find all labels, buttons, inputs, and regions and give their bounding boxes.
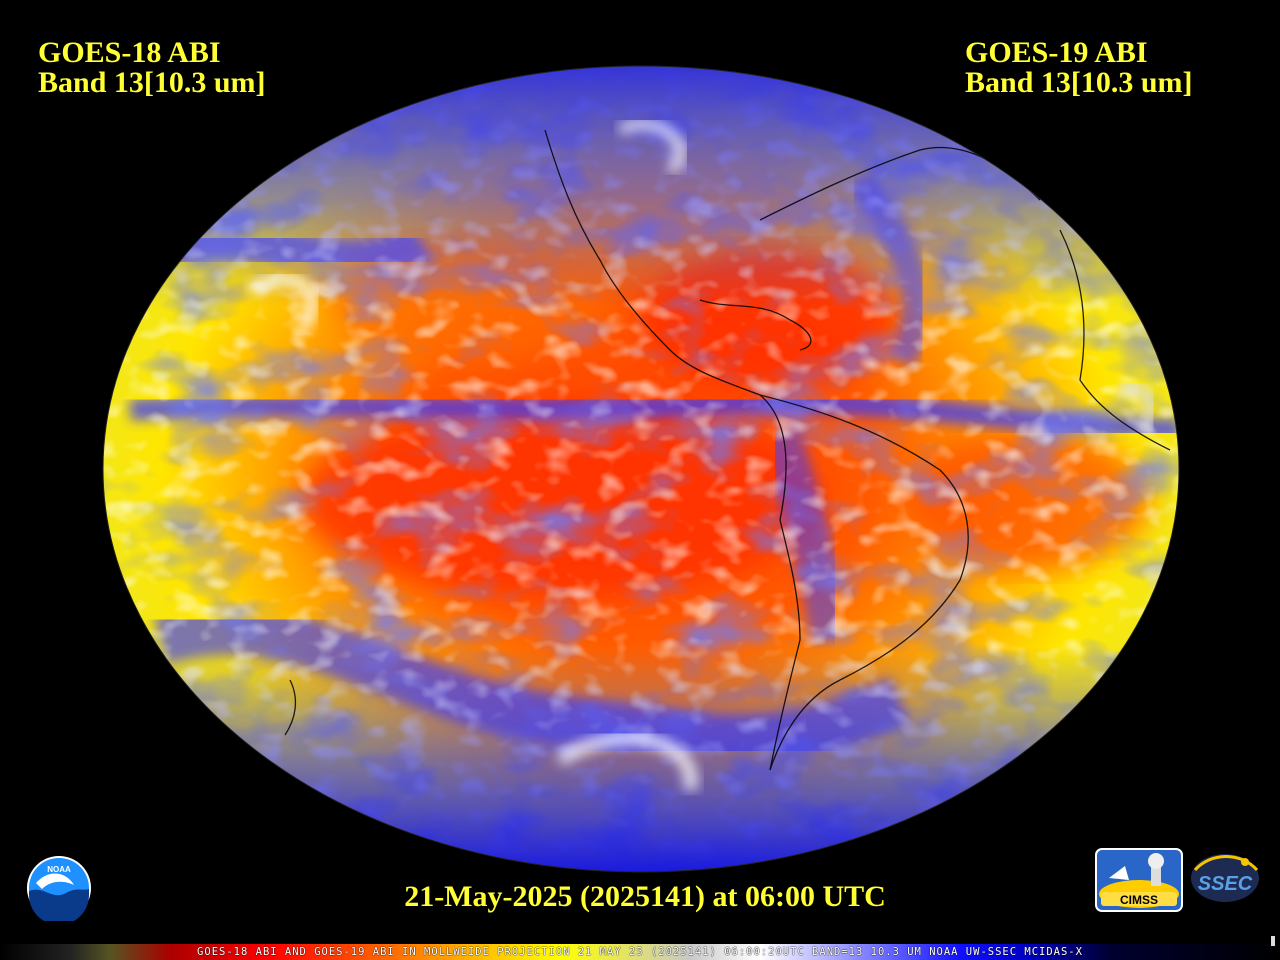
ssec-logo-icon: SSEC: [1191, 854, 1259, 902]
right-satellite-label: GOES-19 ABI Band 13[10.3 um]: [965, 38, 1193, 98]
left-satellite-label: GOES-18 ABI Band 13[10.3 um]: [38, 38, 266, 98]
left-satellite-title: GOES-18 ABI: [38, 36, 221, 69]
right-satellite-title: GOES-19 ABI: [965, 36, 1148, 69]
image-timestamp: 21-May-2025 (2025141) at 06:00 UTC: [404, 880, 886, 913]
right-band-label: Band 13[10.3 um]: [965, 66, 1193, 99]
cursor-marker: [1271, 936, 1275, 946]
image-caption-footer: GOES-18 ABI AND GOES-19 ABI IN MOLLWEIDE…: [197, 946, 1083, 958]
left-band-label: Band 13[10.3 um]: [38, 66, 266, 99]
noaa-logo-text: NOAA: [47, 865, 71, 874]
cimss-logo-text: CIMSS: [1120, 893, 1158, 907]
temperature-colorbar: [0, 944, 1280, 960]
noaa-logo-icon: NOAA: [27, 856, 91, 921]
cimss-logo-icon: CIMSS: [1095, 848, 1183, 912]
ssec-logo-text: SSEC: [1198, 873, 1253, 895]
coastlines: [284, 129, 1171, 771]
